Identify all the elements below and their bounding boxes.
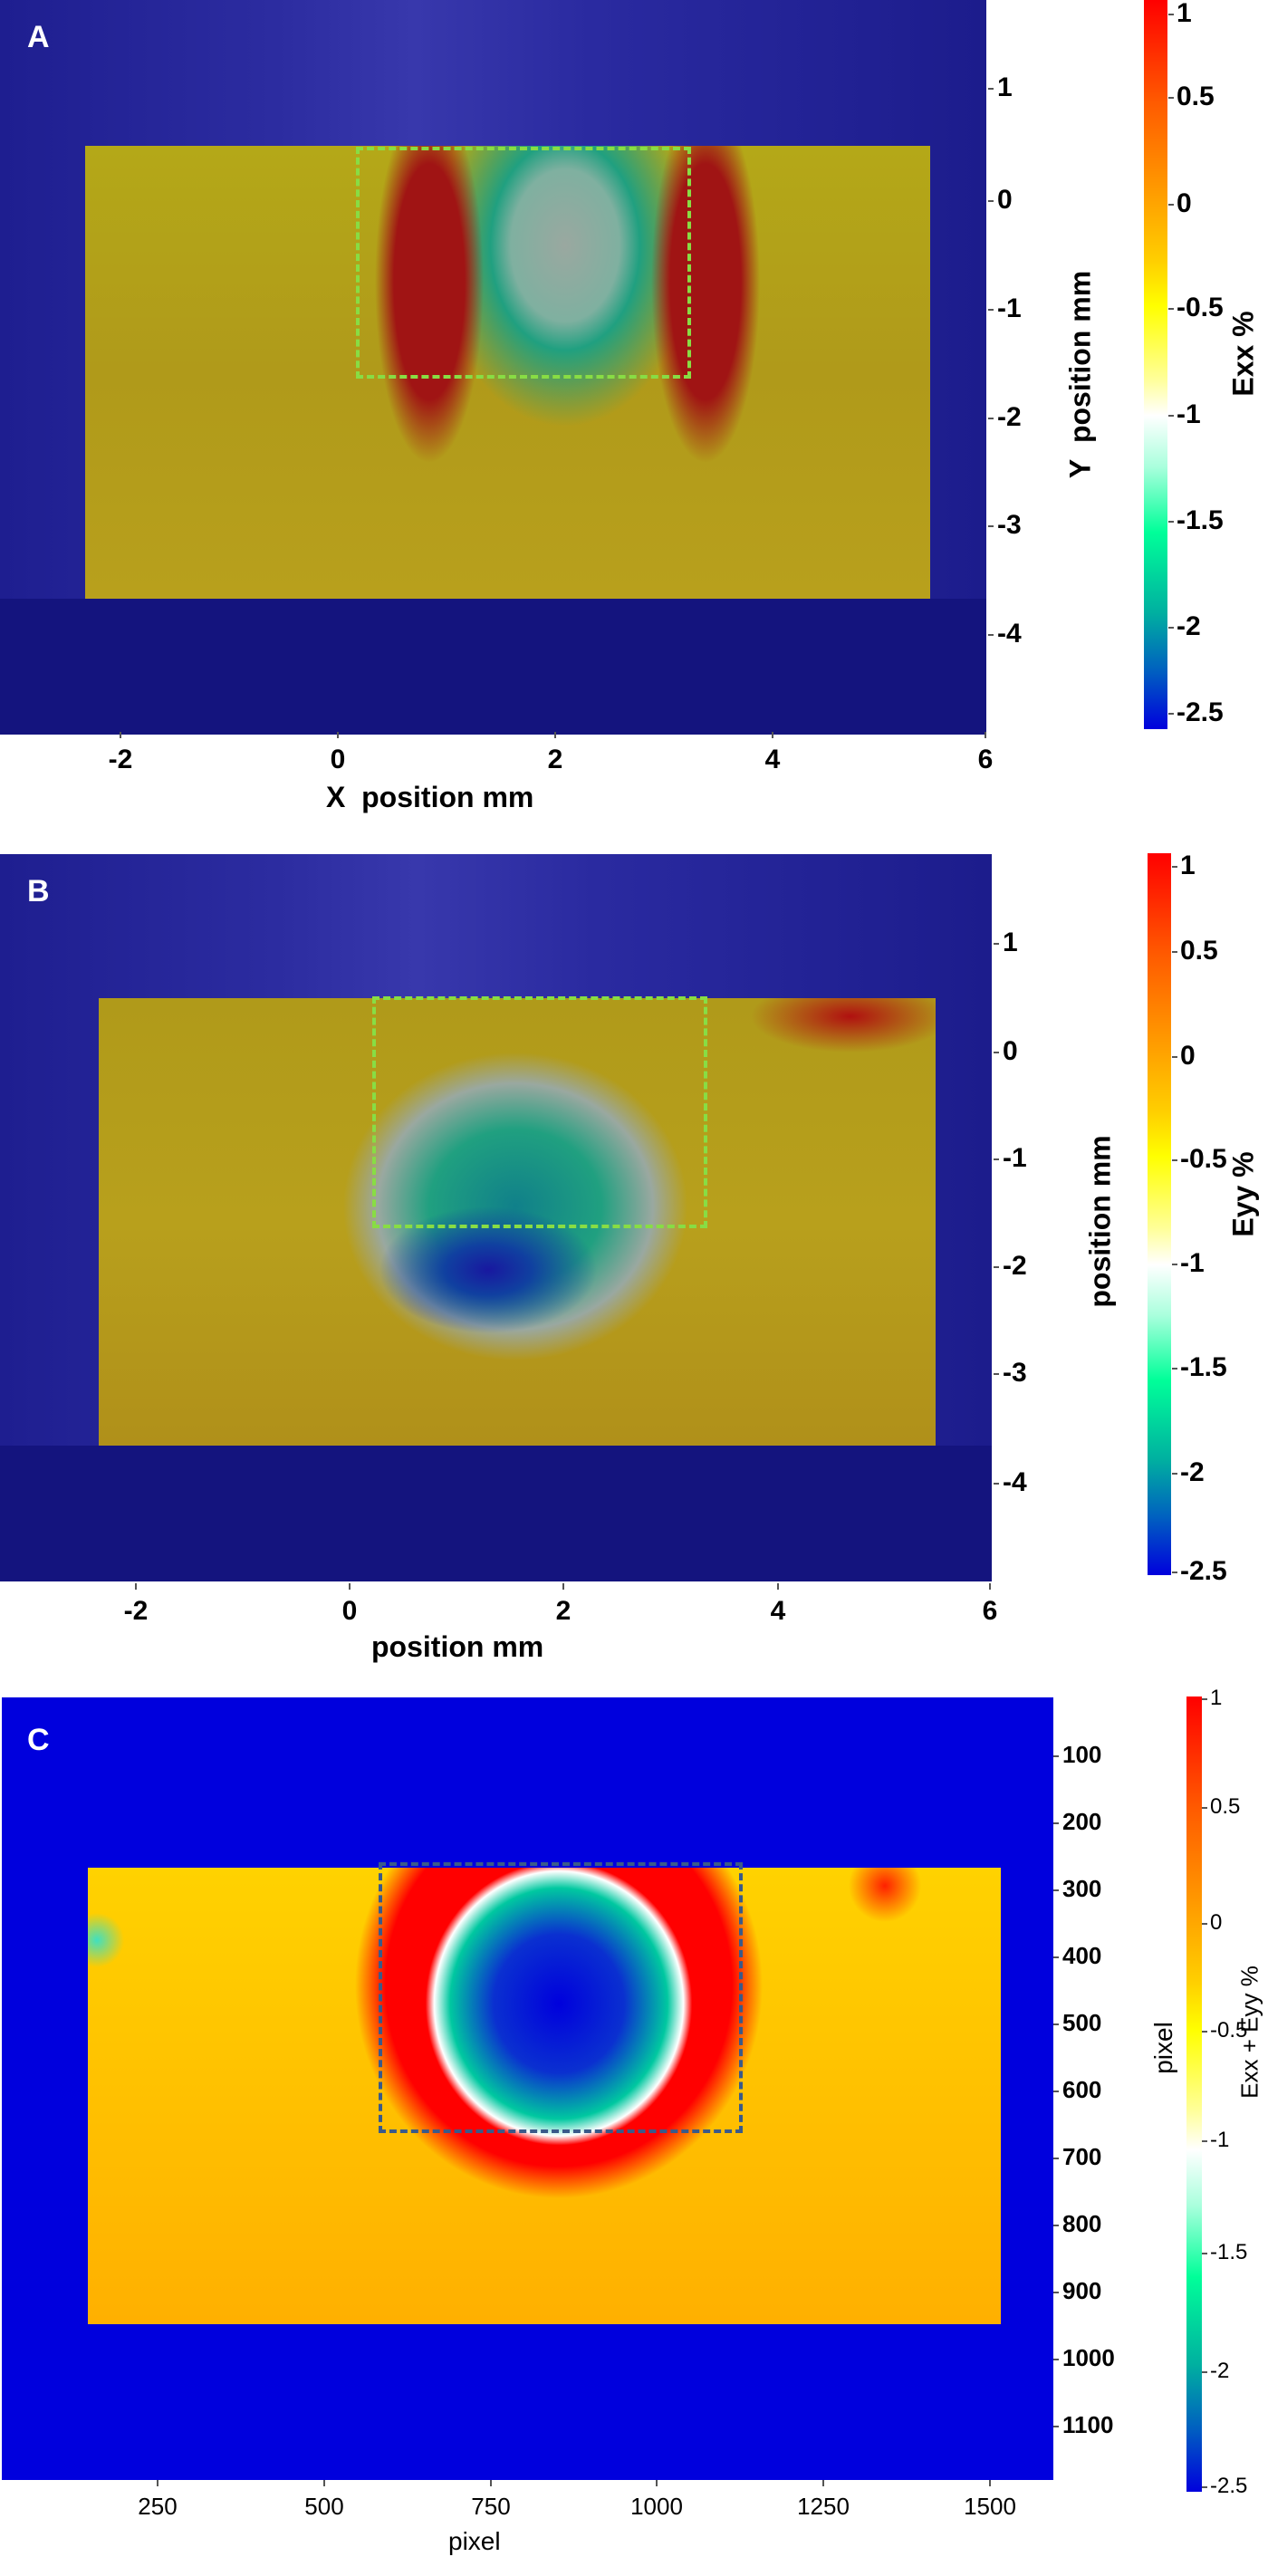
- panel-b-xtick: 4: [742, 1583, 814, 1627]
- panel-c-ytick: 500: [1053, 2009, 1101, 2036]
- panel-c-cbtick: -2.5: [1202, 2473, 1247, 2500]
- panel-a-ytick: 1: [988, 74, 1013, 101]
- panel-c-xtick: 1250: [787, 2480, 860, 2521]
- panel-a-ytick: -1: [988, 295, 1022, 322]
- panel-a-ytick: -3: [988, 512, 1022, 539]
- panel-c-cbtick: -1.5: [1202, 2239, 1247, 2266]
- panel-b-colorbar: [1148, 853, 1171, 1575]
- panel-b-ytick: -3: [994, 1360, 1027, 1387]
- panel-c-ytick: 300: [1053, 1875, 1101, 1902]
- panel-a-ylabel-text: position mm: [1063, 270, 1097, 444]
- panel-b-strain-field: [99, 998, 936, 1446]
- panel-b-cbtick: 0: [1172, 1043, 1196, 1070]
- panel-a-xtick: -2: [84, 732, 157, 775]
- panel-a-ytick: 0: [988, 187, 1013, 214]
- panel-a-cbtick: -2: [1168, 613, 1201, 640]
- panel-b-image: B: [0, 854, 992, 1581]
- panel-c-ytick: 200: [1053, 1808, 1101, 1835]
- panel-c-image: C: [2, 1697, 1053, 2480]
- panel-a-ytick: -2: [988, 404, 1022, 431]
- panel-c-roi-box: [379, 1862, 743, 2133]
- panel-a-xtick: 0: [302, 732, 374, 775]
- panel-c-cbtick: 1: [1202, 1685, 1222, 1712]
- panel-b-xtick: 2: [527, 1583, 600, 1627]
- panel-c-xtick: 1000: [620, 2480, 693, 2521]
- panel-c-ytick: 100: [1053, 1741, 1101, 1768]
- panel-c-xtick: 750: [455, 2480, 527, 2521]
- panel-c-ytick: 800: [1053, 2210, 1101, 2237]
- panel-c-ytick: 700: [1053, 2143, 1101, 2170]
- panel-c-xtick: 250: [121, 2480, 194, 2521]
- panel-a-colorbar-label: Exx %: [1226, 311, 1260, 397]
- panel-c-ylabel: pixel: [1149, 2022, 1177, 2074]
- panel-c-ytick: 1100: [1053, 2411, 1113, 2438]
- panel-a-ytick: -4: [988, 620, 1022, 648]
- panel-c-ytick: 400: [1053, 1942, 1101, 1969]
- panel-a-colorbar: [1144, 0, 1167, 729]
- panel-b-cbtick: 0.5: [1172, 937, 1218, 965]
- panel-a-ylabel: Y position mm: [1064, 257, 1098, 493]
- panel-b-letter: B: [27, 874, 50, 908]
- panel-a-letter: A: [27, 20, 50, 54]
- panel-a-xlabel-text: position mm: [361, 781, 534, 813]
- panel-b-xlabel: position mm: [371, 1630, 544, 1663]
- panel-a-xlabel: X position mm: [326, 781, 533, 814]
- panel-b-cbtick: -2.5: [1172, 1558, 1227, 1585]
- panel-a-cbtick: -0.5: [1168, 294, 1224, 322]
- panel-c-colorbar-label: Exx + Eyy %: [1235, 1966, 1263, 2099]
- panel-b-ytick: -1: [994, 1145, 1027, 1172]
- panel-b-bottom-shadow: [0, 1446, 992, 1581]
- panel-c-cbtick: -0.5: [1202, 2017, 1247, 2044]
- panel-c-cbtick: -1: [1202, 2127, 1229, 2154]
- panel-c-cbtick: -2: [1202, 2358, 1229, 2385]
- panel-a-cbtick: -2.5: [1168, 699, 1224, 726]
- panel-a-image: A: [0, 0, 986, 735]
- panel-c-xtick: 1500: [954, 2480, 1026, 2521]
- panel-a-cbtick: 0.5: [1168, 83, 1215, 111]
- panel-b-colorbar-label: Eyy %: [1226, 1151, 1260, 1237]
- panel-b-cbtick: -0.5: [1172, 1146, 1227, 1173]
- panel-a-cbtick: -1: [1168, 401, 1201, 428]
- panel-b-roi-box: [372, 996, 707, 1228]
- panel-c-strain-field: [88, 1868, 1001, 2324]
- panel-c-cbtick: 0.5: [1202, 1793, 1240, 1821]
- panel-a-roi-box: [356, 147, 691, 379]
- panel-a-xtick: 2: [519, 732, 591, 775]
- panel-c-cbtick: 0: [1202, 1909, 1222, 1937]
- panel-a-strain-field: [85, 146, 930, 599]
- panel-a-ylabel-prefix: Y: [1063, 458, 1097, 479]
- panel-c-ytick: 600: [1053, 2076, 1101, 2103]
- panel-c-ytick: 900: [1053, 2277, 1101, 2304]
- panel-a-xtick: 4: [736, 732, 809, 775]
- panel-c-colorbar: [1186, 1697, 1202, 2492]
- panel-c-ytick: 1000: [1053, 2344, 1115, 2371]
- panel-a-cbtick: 0: [1168, 190, 1192, 217]
- panel-b-xtick: -2: [100, 1583, 172, 1627]
- panel-b-xtick: 6: [954, 1583, 1026, 1627]
- panel-b-ytick: 1: [994, 929, 1018, 956]
- panel-b-cbtick: -1.5: [1172, 1354, 1227, 1381]
- panel-b-cbtick: -2: [1172, 1459, 1205, 1486]
- panel-c-xlabel: pixel: [448, 2527, 501, 2555]
- panel-b-ytick: 0: [994, 1038, 1018, 1065]
- panel-b-ytick: -4: [994, 1469, 1027, 1496]
- panel-a-bottom-shadow: [0, 599, 986, 735]
- panel-a-cbtick: 1: [1168, 0, 1192, 27]
- panel-c-letter: C: [27, 1723, 50, 1757]
- panel-b-cbtick: -1: [1172, 1250, 1205, 1277]
- panel-b-ytick: -2: [994, 1253, 1027, 1280]
- panel-c-xtick: 500: [288, 2480, 360, 2521]
- panel-b-xtick: 0: [313, 1583, 386, 1627]
- panel-a-xlabel-prefix: X: [326, 781, 346, 813]
- panel-b-cbtick: 1: [1172, 852, 1196, 879]
- panel-a-cbtick: -1.5: [1168, 507, 1224, 534]
- panel-b-ylabel: position mm: [1083, 1135, 1117, 1308]
- panel-a-xtick: 6: [949, 732, 1022, 775]
